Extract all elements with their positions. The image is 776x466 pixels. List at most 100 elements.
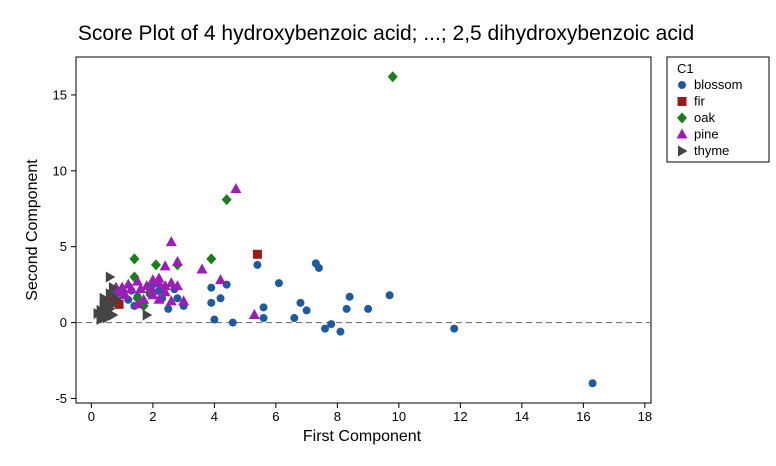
pine-point: [165, 295, 177, 306]
pine-point: [147, 289, 159, 300]
oak-point: [129, 253, 140, 265]
pine-point: [159, 260, 171, 271]
blossom-point: [588, 379, 597, 388]
legend-marker-thyme: [678, 145, 688, 157]
blossom-point: [327, 320, 336, 329]
series-thyme: [93, 271, 153, 326]
x-axis-label: First Component: [303, 428, 422, 445]
pine-point: [165, 277, 177, 288]
y-tick-label: 15: [53, 87, 67, 102]
oak-point: [206, 253, 217, 265]
thyme-point: [108, 282, 119, 294]
pine-point: [119, 289, 131, 300]
blossom-point: [228, 318, 237, 327]
pine-point: [178, 295, 190, 306]
y-axis-label: Second Component: [24, 159, 41, 301]
x-tick-label: 12: [453, 409, 467, 424]
pine-point: [171, 280, 183, 291]
fir-point: [114, 299, 124, 309]
blossom-point: [274, 279, 283, 288]
pine-point: [131, 298, 143, 309]
blossom-point: [385, 291, 394, 300]
oak-point: [387, 71, 398, 83]
blossom-point: [210, 315, 219, 324]
x-tick-label: 18: [638, 409, 652, 424]
legend-marker-blossom: [678, 81, 686, 89]
blossom-point: [259, 303, 268, 312]
pine-point: [248, 308, 260, 319]
x-tick-label: 6: [272, 409, 279, 424]
oak-point: [150, 259, 161, 271]
thyme-point: [93, 307, 104, 319]
legend-marker-fir: [677, 97, 687, 106]
pine-point: [153, 293, 165, 304]
thyme-point: [102, 312, 113, 324]
legend-label-thyme: thyme: [694, 143, 729, 158]
x-tick-label: 16: [576, 409, 590, 424]
pine-point: [196, 263, 208, 274]
blossom-point: [253, 260, 262, 269]
blossom-point: [173, 294, 182, 303]
x-tick-label: 10: [392, 409, 406, 424]
y-axis-ticks: -5 0 5 10 15: [53, 87, 76, 406]
pine-point: [153, 277, 165, 288]
x-axis-ticks: 0 2 4 6 8 10 12 14 16 18: [88, 403, 652, 424]
y-tick-label: 0: [60, 315, 67, 330]
blossom-point: [321, 324, 330, 333]
pine-point: [131, 275, 143, 286]
thyme-point: [142, 309, 153, 321]
fir-point: [252, 249, 262, 259]
thyme-point: [96, 314, 107, 326]
blossom-point: [207, 298, 216, 307]
pine-point: [135, 283, 147, 294]
thyme-point: [105, 288, 116, 300]
pine-point: [159, 286, 171, 297]
chart-title: Score Plot of 4 hydroxybenzoic acid; ...…: [78, 22, 694, 45]
pine-point: [159, 280, 171, 291]
pine-point: [141, 280, 153, 291]
blossom-point: [216, 294, 225, 303]
blossom-point: [364, 304, 373, 313]
blossom-point: [342, 304, 351, 313]
blossom-point: [302, 306, 311, 315]
pine-point: [171, 255, 183, 266]
y-tick-label: 5: [60, 239, 67, 254]
x-tick-label: 14: [515, 409, 529, 424]
x-tick-label: 4: [211, 409, 218, 424]
blossom-point: [450, 324, 459, 333]
legend-label-fir: fir: [694, 94, 706, 109]
blossom-point: [296, 298, 305, 307]
plot-area-frame: [75, 56, 652, 404]
series-oak: [129, 71, 398, 312]
legend-marker-oak: [677, 112, 687, 124]
x-tick-label: 2: [149, 409, 156, 424]
pine-point: [147, 274, 159, 285]
pine-point: [165, 236, 177, 247]
blossom-point: [311, 259, 320, 268]
blossom-point: [290, 314, 299, 323]
legend-label-oak: oak: [694, 110, 715, 125]
x-tick-label: 8: [334, 409, 341, 424]
blossom-point: [164, 304, 173, 313]
thyme-point: [99, 303, 110, 315]
blossom-point: [345, 292, 354, 301]
x-tick-label: 0: [88, 409, 95, 424]
scatter-points: [93, 71, 597, 388]
pine-point: [113, 286, 125, 297]
pine-point: [215, 274, 227, 285]
y-tick-label: -5: [55, 391, 67, 406]
pine-point: [230, 183, 242, 194]
legend-title: C1: [677, 61, 694, 76]
blossom-point: [207, 283, 216, 292]
pine-point: [138, 293, 150, 304]
pine-point: [125, 283, 137, 294]
blossom-point: [259, 314, 268, 323]
oak-point: [221, 194, 232, 206]
thyme-point: [105, 271, 116, 283]
legend-label-blossom: blossom: [694, 77, 742, 92]
y-tick-label: 10: [53, 163, 67, 178]
blossom-point: [336, 327, 345, 336]
